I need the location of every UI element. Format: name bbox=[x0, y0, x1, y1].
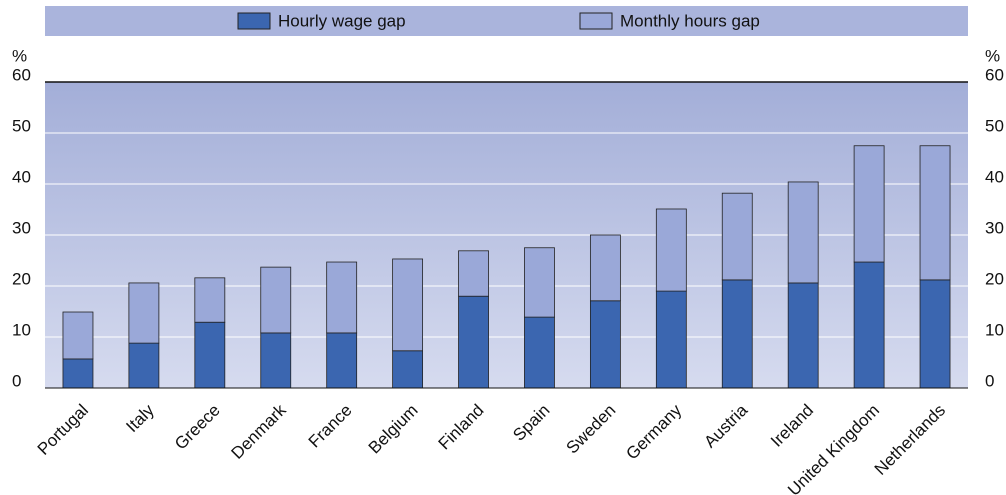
y-tick-label-right: 40 bbox=[985, 167, 1004, 186]
bar bbox=[919, 145, 951, 281]
y-tick-label: 40 bbox=[12, 167, 31, 186]
y-tick-label-right: 10 bbox=[985, 320, 1004, 339]
y-tick-label-right: 20 bbox=[985, 269, 1004, 288]
bar bbox=[589, 300, 621, 389]
x-tick-label: Portugal bbox=[34, 401, 92, 459]
y-tick-label: 20 bbox=[12, 269, 31, 288]
x-tick-label: Denmark bbox=[228, 400, 291, 463]
y-tick-label: 60 bbox=[12, 65, 31, 84]
y-tick-label: 0 bbox=[12, 371, 21, 390]
y-tick-label-right: 30 bbox=[985, 218, 1004, 237]
bar bbox=[853, 261, 885, 389]
bar bbox=[721, 279, 753, 389]
legend-band bbox=[45, 6, 968, 36]
bar bbox=[458, 250, 489, 297]
bar bbox=[326, 332, 358, 389]
x-tick-label: Sweden bbox=[563, 401, 620, 458]
x-tick-label: Austria bbox=[700, 400, 751, 451]
bar bbox=[62, 358, 94, 389]
bar bbox=[128, 282, 160, 344]
bar bbox=[524, 247, 555, 318]
x-tick-label: France bbox=[305, 401, 356, 452]
y-tick-label-right: 50 bbox=[985, 116, 1004, 135]
x-tick-label: Germany bbox=[622, 400, 685, 463]
x-tick-label: Spain bbox=[509, 401, 553, 445]
y-tick-label-right: 0 bbox=[985, 371, 994, 390]
bar bbox=[919, 279, 951, 389]
bar bbox=[392, 258, 424, 352]
bar bbox=[853, 145, 885, 263]
bar bbox=[392, 350, 424, 389]
bar bbox=[787, 282, 819, 389]
y-tick-label: 50 bbox=[12, 116, 31, 135]
bar bbox=[655, 208, 687, 292]
y-axis-label: % bbox=[12, 46, 27, 65]
y-tick-label-right: 60 bbox=[985, 65, 1004, 84]
bar bbox=[721, 192, 753, 281]
legend-label: Hourly wage gap bbox=[278, 11, 406, 30]
bar bbox=[194, 277, 226, 323]
bar bbox=[589, 234, 621, 302]
bar bbox=[326, 261, 358, 334]
x-tick-label: Ireland bbox=[767, 401, 817, 451]
y-axis-label-right: % bbox=[985, 46, 1000, 65]
x-tick-label: Finland bbox=[435, 401, 488, 454]
bar bbox=[260, 266, 292, 334]
legend-label: Monthly hours gap bbox=[620, 11, 760, 30]
x-tick-label: Greece bbox=[171, 401, 224, 454]
bar bbox=[194, 321, 226, 389]
x-tick-label: Italy bbox=[122, 400, 158, 436]
legend-swatch bbox=[579, 12, 613, 30]
bar bbox=[524, 316, 555, 389]
y-tick-label: 30 bbox=[12, 218, 31, 237]
y-tick-label: 10 bbox=[12, 320, 31, 339]
bar bbox=[62, 311, 94, 360]
bar bbox=[787, 181, 819, 284]
x-tick-label: Belgium bbox=[365, 401, 422, 458]
bar bbox=[458, 295, 489, 389]
legend-swatch bbox=[237, 12, 271, 30]
bar bbox=[655, 290, 687, 389]
x-tick-label: Netherlands bbox=[871, 401, 949, 479]
bar bbox=[128, 342, 160, 389]
bar bbox=[260, 332, 292, 389]
